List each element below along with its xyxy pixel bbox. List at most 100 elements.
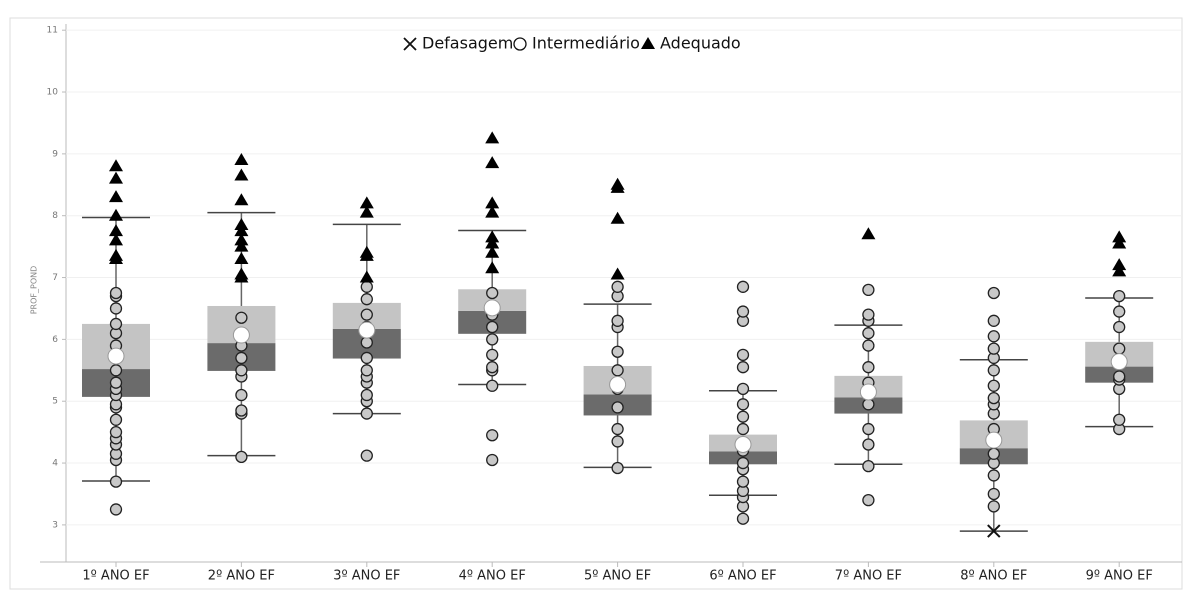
point bbox=[862, 283, 875, 297]
point bbox=[234, 193, 249, 206]
point bbox=[360, 351, 373, 365]
point bbox=[486, 379, 499, 392]
point bbox=[987, 342, 1000, 355]
legend-label: Defasagem bbox=[422, 34, 513, 53]
point bbox=[234, 168, 249, 181]
x-tick-label: 7º ANO EF bbox=[835, 569, 902, 584]
point bbox=[736, 382, 750, 396]
point bbox=[359, 270, 374, 283]
point bbox=[987, 524, 1001, 538]
x-tick-label: 2º ANO EF bbox=[208, 569, 275, 584]
point bbox=[109, 425, 123, 439]
mean-marker bbox=[107, 347, 125, 365]
point bbox=[359, 205, 374, 218]
legend-label: Intermediário bbox=[532, 34, 640, 53]
point bbox=[109, 171, 123, 184]
point bbox=[109, 286, 123, 300]
point bbox=[235, 450, 248, 464]
point bbox=[486, 320, 499, 334]
x-tick-label: 8º ANO EF bbox=[960, 569, 1027, 584]
point bbox=[235, 404, 248, 417]
point bbox=[360, 280, 373, 293]
mean-marker bbox=[483, 299, 501, 317]
point bbox=[485, 205, 500, 218]
point bbox=[736, 512, 750, 525]
y-axis-label: PROF_POND bbox=[30, 266, 39, 315]
y-tick-label: 3 bbox=[52, 520, 58, 530]
point bbox=[485, 236, 500, 249]
x-tick-label: 9º ANO EF bbox=[1086, 569, 1153, 584]
point bbox=[862, 438, 875, 451]
point bbox=[109, 233, 123, 246]
x-tick-label: 5º ANO EF bbox=[584, 569, 651, 584]
mean-marker bbox=[232, 326, 250, 344]
point bbox=[360, 388, 373, 402]
point bbox=[234, 239, 249, 252]
point bbox=[611, 422, 624, 436]
mean-marker bbox=[609, 376, 627, 394]
point bbox=[235, 388, 248, 402]
point bbox=[109, 413, 123, 426]
point bbox=[1113, 289, 1126, 303]
point bbox=[486, 286, 499, 300]
point bbox=[485, 245, 500, 258]
point bbox=[109, 248, 123, 261]
x-tick-label: 4º ANO EF bbox=[459, 569, 526, 584]
point bbox=[359, 196, 374, 209]
point bbox=[862, 327, 875, 340]
point bbox=[987, 330, 1000, 343]
point bbox=[862, 308, 875, 321]
y-tick-label: 7 bbox=[52, 273, 58, 283]
point bbox=[485, 196, 500, 209]
point bbox=[485, 156, 500, 169]
point bbox=[987, 500, 1000, 513]
point bbox=[987, 391, 1000, 405]
point bbox=[486, 333, 499, 346]
point bbox=[109, 317, 123, 331]
point bbox=[610, 177, 625, 190]
point bbox=[360, 293, 373, 306]
point bbox=[235, 311, 248, 324]
point bbox=[485, 261, 500, 274]
x-tick-label: 6º ANO EF bbox=[709, 569, 776, 584]
legend-item: Defasagem bbox=[403, 34, 513, 53]
point bbox=[736, 475, 750, 488]
legend-item: Adequado bbox=[641, 34, 741, 53]
point bbox=[987, 487, 1000, 501]
point bbox=[109, 302, 123, 315]
legend-marker bbox=[513, 37, 527, 51]
point bbox=[862, 459, 875, 473]
point bbox=[1112, 264, 1127, 277]
point bbox=[234, 224, 249, 237]
point bbox=[987, 364, 1000, 377]
point bbox=[611, 401, 624, 414]
point bbox=[486, 361, 499, 374]
point bbox=[861, 227, 876, 240]
point bbox=[736, 361, 750, 374]
point bbox=[1113, 342, 1126, 355]
point bbox=[987, 314, 1000, 327]
point bbox=[360, 308, 373, 321]
x-tick-label: 3º ANO EF bbox=[333, 569, 400, 584]
y-tick-label: 8 bbox=[52, 211, 58, 221]
point bbox=[862, 422, 875, 436]
point bbox=[610, 211, 625, 224]
point bbox=[1113, 320, 1126, 334]
point bbox=[1113, 305, 1126, 318]
point bbox=[234, 251, 249, 264]
point bbox=[486, 429, 499, 442]
point bbox=[611, 280, 624, 293]
legend-marker bbox=[403, 37, 417, 51]
point bbox=[736, 456, 750, 470]
y-tick-label: 5 bbox=[52, 397, 58, 407]
point bbox=[486, 453, 499, 467]
point bbox=[234, 267, 249, 280]
point bbox=[611, 364, 624, 377]
point bbox=[109, 475, 123, 488]
point bbox=[611, 461, 624, 475]
point bbox=[611, 345, 624, 358]
point bbox=[360, 449, 373, 462]
y-tick-label: 6 bbox=[52, 335, 58, 345]
